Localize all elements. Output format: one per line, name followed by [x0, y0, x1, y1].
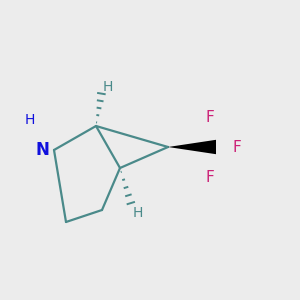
Text: H: H	[133, 206, 143, 220]
Text: N: N	[35, 141, 49, 159]
Text: H: H	[25, 113, 35, 127]
Text: F: F	[232, 140, 242, 154]
Text: F: F	[206, 110, 214, 124]
Text: H: H	[103, 80, 113, 94]
Polygon shape	[168, 140, 216, 154]
Text: F: F	[206, 169, 214, 184]
